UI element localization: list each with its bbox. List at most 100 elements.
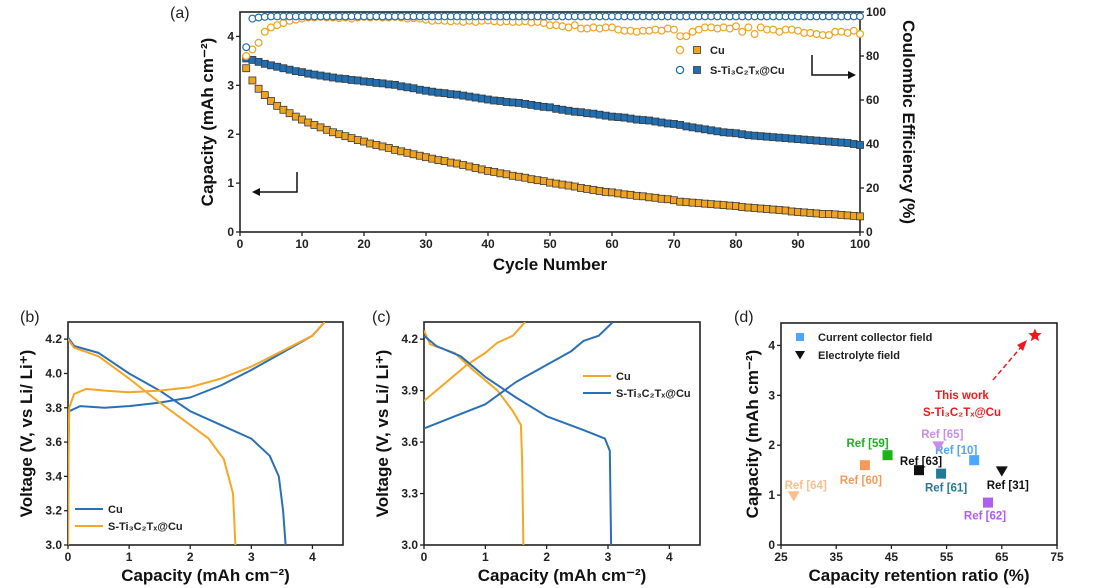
annotation-text: This work	[935, 390, 989, 402]
capacity-point	[856, 141, 864, 149]
y-axis-title: Capacity (mAh cm⁻²)	[198, 38, 217, 207]
square-marker	[936, 468, 947, 479]
y2-tick-label: 0	[866, 225, 873, 239]
x-tick-label: 55	[940, 550, 954, 564]
y-tick-label: 3.0	[401, 538, 418, 552]
annotation-arrow-head-icon	[1017, 340, 1027, 351]
curve-charge	[424, 322, 526, 402]
x-tick-label: 4	[666, 550, 673, 564]
left-axis-arrow	[257, 172, 298, 193]
y2-tick-label: 20	[866, 181, 880, 195]
y-tick-label: 1	[768, 488, 775, 502]
y2-tick-label: 100	[866, 5, 886, 19]
y-tick-label: 3.9	[401, 384, 418, 398]
triangle-marker	[995, 466, 1008, 477]
legend-capacity-marker	[693, 66, 701, 74]
legend-label: Electrolyte field	[818, 350, 900, 362]
panel-label: (d)	[734, 309, 754, 326]
square-marker	[914, 465, 924, 476]
x-tick-label: 25	[774, 550, 788, 564]
x-tick-label: 30	[419, 237, 433, 251]
x-tick-label: 0	[421, 550, 428, 564]
point-label: Ref [60]	[840, 475, 882, 487]
square-marker	[983, 497, 993, 508]
data-point-ref-59: Ref [59]	[846, 438, 893, 461]
legend-label: S-Ti₃C₂Tₓ@Cu	[710, 65, 785, 77]
star-marker	[1028, 328, 1042, 342]
annotation-text: S-Ti₃C₂Tₓ@Cu	[923, 407, 1001, 419]
x-tick-label: 3	[605, 550, 612, 564]
right-axis-arrow	[811, 55, 850, 76]
x-tick-label: 100	[850, 237, 870, 251]
data-point-ref-10: Ref [10]	[935, 445, 980, 466]
x-tick-label: 1	[126, 550, 133, 564]
point-label: Ref [62]	[964, 511, 1006, 523]
capacity-point	[260, 91, 269, 100]
data-point-ref-60: Ref [60]	[840, 460, 882, 487]
x-tick-label: 50	[543, 237, 557, 251]
y-tick-label: 3.4	[45, 469, 62, 483]
y2-tick-label: 80	[866, 49, 880, 63]
point-label: Ref [65]	[921, 429, 963, 441]
legend-ce-marker	[675, 45, 685, 55]
legend-label: Cu	[108, 504, 123, 516]
x-tick-label: 10	[295, 237, 309, 251]
x-axis-title: Capacity (mAh cm⁻²)	[121, 566, 290, 585]
y2-tick-label: 40	[866, 137, 880, 151]
x-axis-title: Capacity (mAh cm⁻²)	[478, 566, 647, 585]
capacity-point	[254, 84, 263, 93]
y-tick-label: 4.2	[45, 332, 62, 346]
legend-label: Cu	[710, 45, 725, 57]
point-label: Ref [31]	[987, 480, 1029, 492]
point-label: Ref [10]	[935, 445, 977, 457]
ce-point	[260, 27, 269, 36]
legend-label: Current collector field	[818, 332, 932, 344]
y-tick-label: 3.8	[45, 401, 62, 415]
ce-point	[570, 21, 579, 30]
curve-charge	[68, 322, 326, 545]
y-tick-label: 3.6	[45, 435, 62, 449]
legend: Current collector field Electrolyte field	[795, 332, 932, 362]
panel-d: 25 35 45 55 65 75 0 1 2 3 4 Capacity retention rati…	[734, 309, 1064, 585]
y-tick-label: 3.6	[401, 435, 418, 449]
ce-point	[731, 22, 740, 31]
ce-point	[744, 23, 753, 32]
x-tick-label: 1	[482, 550, 489, 564]
legend: Cu S-Ti₃C₂Tₓ@Cu	[583, 371, 691, 400]
ce-point	[750, 30, 759, 39]
y-tick-label: 1	[227, 176, 234, 190]
x-tick-label: 90	[791, 237, 805, 251]
plot-frame	[423, 321, 701, 546]
x-tick-label: 70	[667, 237, 681, 251]
curve-discharge	[68, 338, 237, 545]
y-tick-label: 4	[768, 338, 775, 352]
point-label: Ref [61]	[925, 483, 967, 495]
y-tick-label: 3.0	[45, 538, 62, 552]
triangle-marker	[787, 491, 800, 502]
ce-point	[855, 12, 864, 21]
x-tick-label: 40	[481, 237, 495, 251]
x-tick-label: 20	[357, 237, 371, 251]
curve-charge	[68, 322, 326, 545]
y-tick-label: 0	[768, 538, 775, 552]
right-arrow-head-icon	[848, 71, 856, 79]
curve-discharge	[424, 334, 613, 545]
capacity-point	[856, 212, 864, 221]
capacity-point	[273, 101, 282, 110]
data-point-ref-31: Ref [31]	[987, 466, 1029, 492]
legend-label: Cu	[616, 371, 631, 383]
ce-point	[242, 51, 251, 60]
legend-label: S-Ti₃C₂Tₓ@Cu	[108, 521, 183, 533]
data-point-ref-63: Ref [63]	[900, 456, 942, 476]
legend: Cu S-Ti₃C₂Tₓ@Cu	[75, 504, 183, 533]
data-point-ref-62: Ref [62]	[964, 497, 1006, 523]
panel-label: (c)	[372, 309, 391, 326]
point-label: Ref [64]	[785, 480, 827, 492]
x-tick-label: 65	[995, 550, 1009, 564]
y-tick-label: 0	[227, 225, 234, 239]
ce-point	[738, 27, 747, 36]
panel-label: (a)	[170, 5, 190, 22]
x-tick-label: 80	[729, 237, 743, 251]
y-tick-label: 2	[227, 127, 234, 141]
